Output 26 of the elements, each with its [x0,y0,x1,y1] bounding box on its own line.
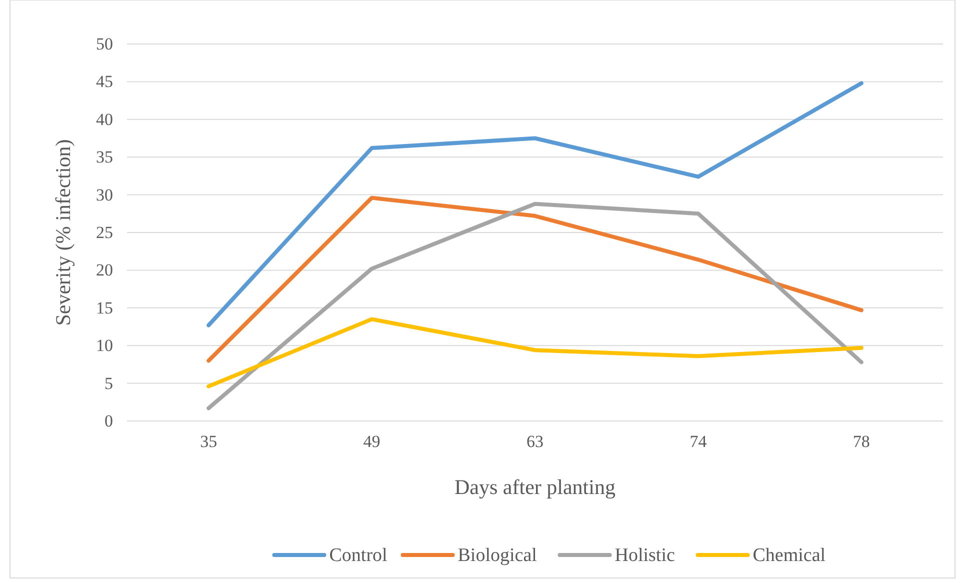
y-tick-label: 5 [104,374,113,393]
y-tick-label: 15 [96,298,113,318]
line-series [206,81,864,328]
y-tick-label: 35 [96,148,113,167]
y-tick-label: 50 [96,34,113,54]
y-tick-label: 40 [96,110,113,129]
x-axis-title: Days after planting [454,475,616,499]
x-tick-label: 63 [526,432,544,452]
y-tick-label: 10 [96,336,113,356]
line-series [206,317,864,388]
x-tick-label: 78 [852,432,870,452]
legend-label: Holistic [614,545,675,566]
y-tick-label: 30 [96,185,113,204]
legend-label: Control [329,545,388,566]
y-axis-title: Severity (% infection) [51,139,75,326]
y-tick-label: 0 [104,411,113,430]
x-tick-label: 35 [200,432,218,452]
y-tick-label: 20 [96,260,113,280]
y-tick-label: 25 [96,222,113,242]
y-tick-label: 45 [96,72,113,92]
line-series [206,202,864,410]
legend-label: Biological [458,545,537,566]
legend-label: Chemical [752,545,826,566]
line-series [206,196,864,363]
x-tick-label: 74 [690,432,708,452]
x-tick-label: 49 [363,432,380,452]
